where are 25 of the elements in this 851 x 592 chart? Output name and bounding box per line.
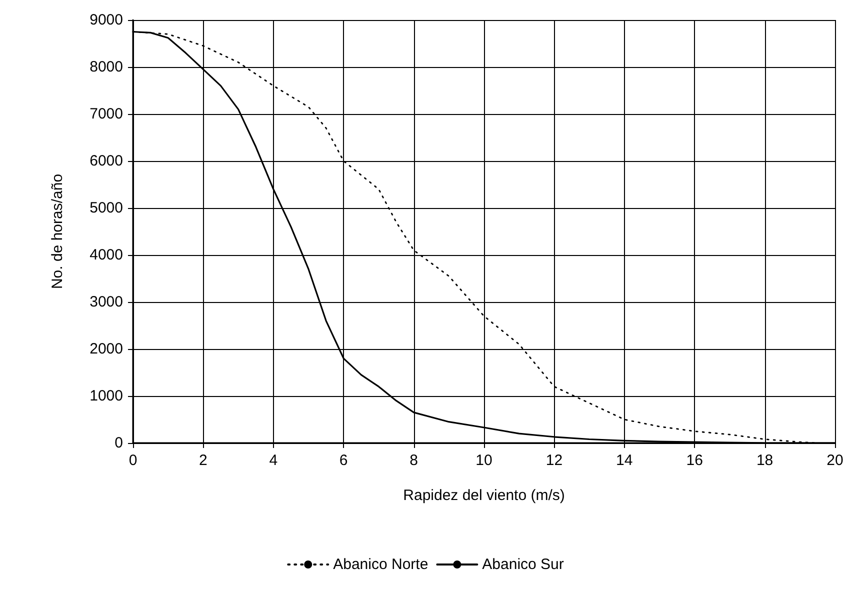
y-tick-label: 1000 — [90, 388, 123, 404]
y-tick-label: 3000 — [90, 294, 123, 310]
y-tick-label: 2000 — [90, 340, 123, 358]
x-tick-label: 8 — [410, 452, 418, 469]
x-tick-label: 4 — [269, 452, 278, 469]
x-tick-label: 16 — [686, 452, 703, 469]
x-tick-label: 14 — [616, 452, 633, 469]
x-tick-label: 12 — [546, 452, 563, 469]
legend-label: Abanico Sur — [482, 556, 564, 573]
x-tick-label: 0 — [128, 452, 138, 469]
y-tick-label: 0 — [114, 434, 123, 452]
legend-label: Abanico Norte — [333, 556, 428, 573]
y-tick-label: 4000 — [90, 246, 123, 264]
x-tick-label: 18 — [756, 452, 774, 469]
y-tick-label: 5000 — [90, 200, 123, 216]
y-tick-label: 6000 — [90, 152, 123, 170]
x-tick-label: 10 — [476, 452, 492, 469]
x-axis-title: Rapidez del viento (m/s) — [403, 487, 565, 504]
y-tick-label: 9000 — [90, 12, 123, 28]
x-tick-label: 6 — [339, 452, 348, 469]
y-tick-label: 8000 — [90, 58, 123, 76]
y-axis-title: No. de horas/año — [49, 174, 66, 290]
x-tick-label: 2 — [199, 452, 208, 469]
y-tick-label: 7000 — [90, 106, 123, 122]
x-tick-label: 20 — [826, 452, 844, 469]
